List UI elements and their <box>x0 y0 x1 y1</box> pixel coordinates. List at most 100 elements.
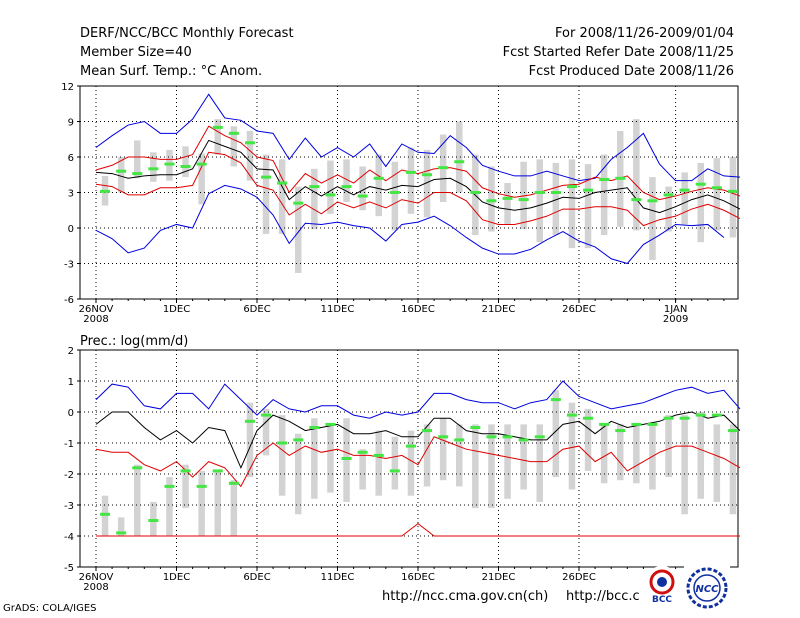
observed-marker <box>727 189 738 193</box>
spread-box <box>520 424 527 490</box>
series-line-max <box>95 380 741 419</box>
observed-marker <box>148 167 159 171</box>
ncc-logo-text: NCC <box>695 584 719 595</box>
observed-marker <box>100 512 111 516</box>
x-tick-year: 2008 <box>83 314 108 325</box>
observed-marker <box>132 172 143 176</box>
spread-box <box>182 464 189 509</box>
observed-marker <box>261 413 272 417</box>
observed-marker <box>454 438 465 442</box>
y-tick-label: 1 <box>68 377 74 388</box>
observed-marker <box>405 170 416 174</box>
series-line-upper <box>95 411 741 470</box>
x-tick-year: 2008 <box>83 582 108 593</box>
y-tick-label: -1 <box>64 439 74 450</box>
y-tick-label: 12 <box>61 82 74 93</box>
observed-marker <box>534 435 545 439</box>
spread-box <box>359 449 366 490</box>
y-tick-label: 0 <box>68 408 74 419</box>
observed-marker <box>244 419 255 423</box>
spread-box <box>472 424 479 509</box>
observed-marker <box>727 429 738 433</box>
spread-box <box>584 408 592 471</box>
bcc-logo: BCC <box>642 566 682 606</box>
observed-marker <box>100 189 111 193</box>
spread-box <box>327 424 334 493</box>
spread-box <box>600 154 608 236</box>
observed-marker <box>373 176 384 180</box>
observed-marker <box>438 166 449 170</box>
spread-box <box>182 146 189 178</box>
y-tick-label: -3 <box>64 260 74 271</box>
observed-marker <box>228 131 239 135</box>
observed-marker <box>566 413 577 417</box>
spread-box <box>568 402 576 490</box>
observed-marker <box>502 435 513 439</box>
observed-marker <box>309 426 320 429</box>
observed-marker <box>389 469 400 473</box>
observed-marker <box>164 484 175 488</box>
variable-label: Mean Surf. Temp.: °C Anom. <box>80 64 263 79</box>
observed-marker <box>293 438 304 442</box>
observed-marker <box>116 531 127 535</box>
spread-box <box>584 164 592 249</box>
spread-box <box>536 424 543 502</box>
spread-box <box>568 159 576 249</box>
observed-marker <box>647 199 658 203</box>
x-tick-label: 21DEC <box>482 304 516 315</box>
ncc-url[interactable]: http://ncc.cma.gov.cn(ch) <box>382 589 549 604</box>
y-tick-label: -3 <box>64 501 74 512</box>
spread-box <box>311 168 318 230</box>
observed-marker <box>422 429 433 433</box>
bcc-logo-text: BCC <box>652 595 672 605</box>
observed-marker <box>228 481 239 485</box>
spread-box <box>262 154 270 234</box>
observed-marker <box>550 398 561 402</box>
observed-marker <box>599 422 610 426</box>
observed-marker <box>615 176 626 180</box>
series-line-min <box>95 184 725 265</box>
spread-box <box>278 159 286 234</box>
observed-marker <box>309 185 320 189</box>
observed-marker <box>679 416 690 420</box>
spread-box <box>375 154 382 217</box>
x-tick-label: 21DEC <box>482 572 516 583</box>
x-tick-label: 26NOV <box>79 572 114 583</box>
x-tick-label: 26NOV <box>79 304 114 315</box>
observed-marker <box>470 191 481 194</box>
observed-marker <box>164 162 175 166</box>
observed-marker <box>663 193 674 197</box>
y-tick-label: 2 <box>68 346 74 357</box>
spread-box <box>713 424 721 502</box>
observed-marker <box>454 160 465 164</box>
chart-title: DERF/NCC/BCC Monthly Forecast <box>80 26 294 41</box>
spread-box <box>697 412 704 499</box>
y-tick-label: 0 <box>68 224 74 235</box>
bcc-url[interactable]: http://bcc.c <box>566 589 640 604</box>
series-line-mean <box>95 139 741 214</box>
observed-marker <box>502 196 513 200</box>
spread-box <box>665 415 672 478</box>
spread-box <box>488 166 495 232</box>
spread-box <box>488 424 495 509</box>
spread-box <box>359 166 366 211</box>
spread-box <box>423 424 431 487</box>
spread-box <box>697 162 704 243</box>
x-tick-label: 26DEC <box>562 572 596 583</box>
spread-box <box>230 480 238 536</box>
precip-panel-label: Prec.: log(mm/d) <box>80 334 188 349</box>
y-tick-label: 6 <box>68 153 74 164</box>
spread-box <box>407 430 415 496</box>
spread-box <box>729 424 737 515</box>
observed-marker <box>357 450 368 454</box>
observed-marker <box>631 422 642 426</box>
spread-box <box>150 501 157 536</box>
spread-box <box>343 418 350 502</box>
spread-box <box>166 477 173 536</box>
spread-box <box>552 162 560 236</box>
observed-marker <box>583 416 594 420</box>
series-line-upper <box>95 125 741 201</box>
spread-box <box>214 470 221 536</box>
